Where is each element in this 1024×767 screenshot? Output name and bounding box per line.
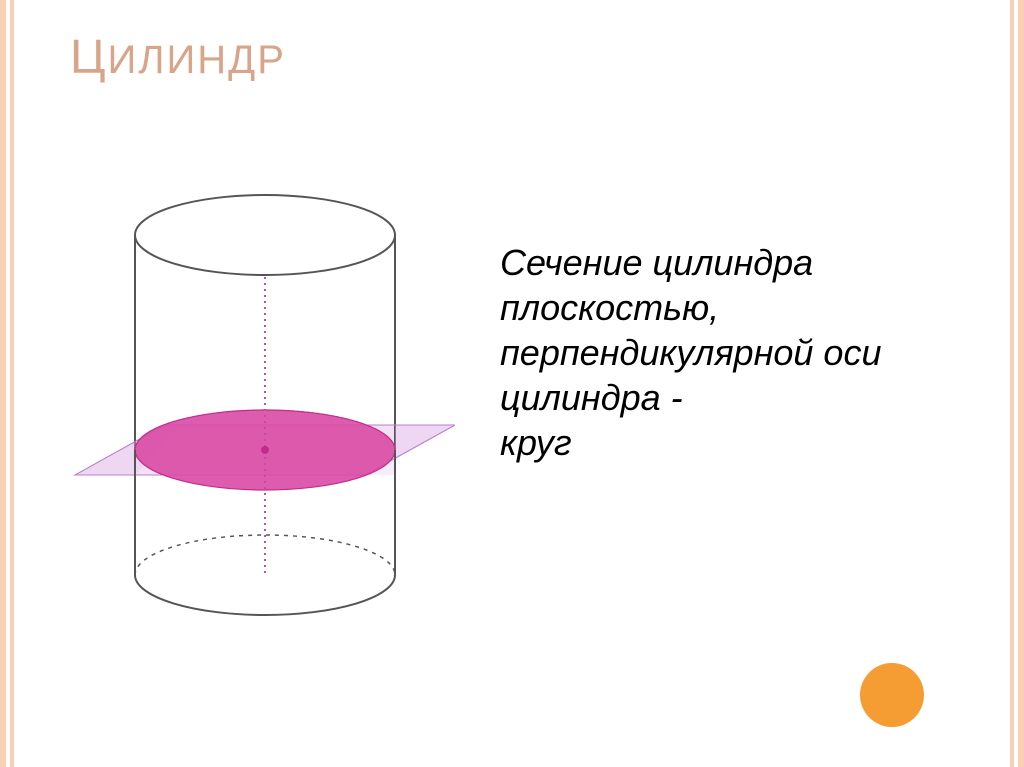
border-right-inner	[1010, 0, 1014, 767]
page-title: ЦИЛИНДР	[70, 30, 286, 85]
title-first-letter: Ц	[70, 31, 108, 84]
slide: ЦИЛИНДР Сечение цилиндра плоскостью, пер…	[0, 0, 1024, 767]
desc-line-3: перпендикулярной оси	[500, 330, 940, 375]
border-left-outer	[0, 0, 6, 767]
cylinder-svg	[55, 190, 455, 630]
desc-line-5: круг	[500, 420, 940, 465]
accent-circle-icon	[860, 663, 924, 727]
desc-line-1: Сечение цилиндра	[500, 240, 940, 285]
title-rest: ИЛИНДР	[108, 38, 286, 82]
border-left-inner	[10, 0, 14, 767]
border-right-outer	[1018, 0, 1024, 767]
desc-line-2: плоскостью,	[500, 285, 940, 330]
desc-line-4: цилиндра -	[500, 375, 940, 420]
description-block: Сечение цилиндра плоскостью, перпендикул…	[500, 240, 940, 465]
cylinder-diagram	[55, 190, 455, 630]
